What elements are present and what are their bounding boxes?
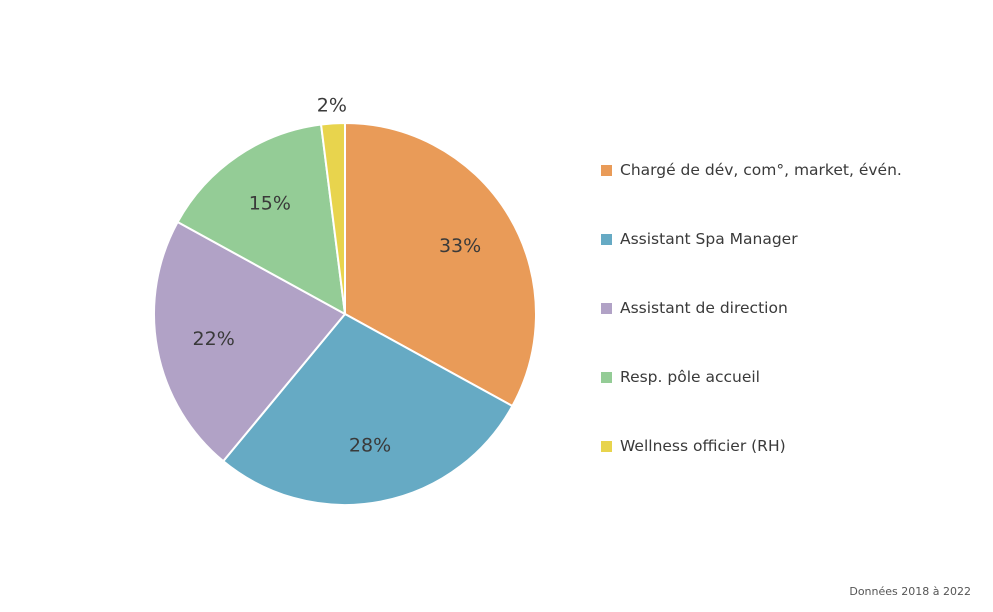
pie-data-label: 15% [249,192,291,214]
legend-label: Assistant Spa Manager [620,230,798,248]
legend-item: Resp. pôle accueil [601,365,971,434]
pie-data-label: 2% [317,94,347,116]
pie-slice [176,123,347,316]
legend-item: Wellness officier (RH) [601,434,971,503]
pie-slice [221,312,514,506]
legend-item: Assistant Spa Manager [601,227,971,296]
pie-slice [153,220,347,463]
footnote: Données 2018 à 2022 [849,585,971,598]
legend-swatch [601,234,612,245]
pie-data-label: 22% [193,328,235,350]
legend-swatch [601,441,612,452]
legend-label: Resp. pôle accueil [620,368,760,386]
chart-legend: Chargé de dév, com°, market, évén. Assist… [601,158,971,503]
legend-swatch [601,165,612,176]
pie-slice [319,121,346,315]
legend-label: Wellness officier (RH) [620,437,786,455]
pie-slice [344,121,537,408]
pie-slices [153,121,537,506]
legend-label: Assistant de direction [620,299,788,317]
legend-item: Chargé de dév, com°, market, évén. [601,158,971,227]
pie-data-labels: 33% 28% 22% 15% 2% [193,94,482,456]
legend-swatch [601,303,612,314]
pie-data-label: 33% [439,235,481,257]
legend-swatch [601,372,612,383]
pie-data-label: 28% [349,434,391,456]
legend-item: Assistant de direction [601,296,971,365]
legend-label: Chargé de dév, com°, market, évén. [620,161,902,179]
